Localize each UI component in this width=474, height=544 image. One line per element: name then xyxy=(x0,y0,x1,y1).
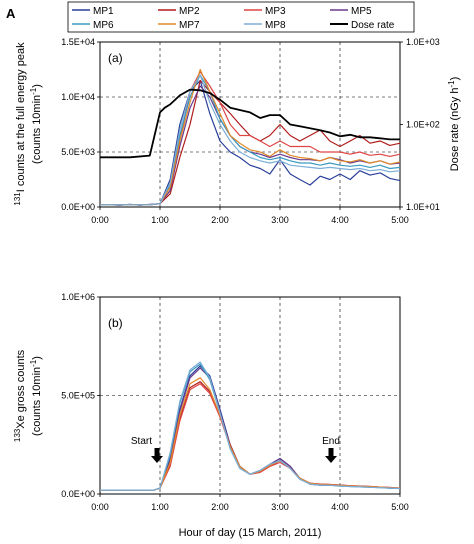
y-tick-label: 5.0E+05 xyxy=(61,391,95,401)
panel-a-y2-ticks: 1.0E+01 1.0E+02 1.0E+03 xyxy=(400,37,440,212)
x-axis-label: Hour of day (15 March, 2011) xyxy=(179,527,322,539)
legend-label: MP7 xyxy=(179,20,200,31)
panel-b-y-ticks: 0.0E+00 5.0E+05 1.0E+06 xyxy=(61,292,100,499)
panel-b-grid xyxy=(100,297,400,494)
legend-label: MP6 xyxy=(93,20,114,31)
panel-a-grid xyxy=(100,42,400,207)
panel-b-series xyxy=(100,361,401,491)
x-tick-label: 5:00 xyxy=(391,215,409,225)
panel-b-y-label-isotope: 133 xyxy=(13,428,22,442)
panel-b-x-ticks: 0:00 1:00 2:00 3:00 4:00 5:00 xyxy=(91,494,409,512)
panel-b: 0:00 1:00 2:00 3:00 4:00 5:00 0.0E+00 5.0E+05 1… xyxy=(13,292,409,512)
legend-label: MP2 xyxy=(179,6,200,17)
series-line-dose-rate xyxy=(100,88,400,159)
y-tick-label: 0.0E+00 xyxy=(61,202,95,212)
panel-a-y2-label-sup: -1 xyxy=(447,80,456,88)
panel-a-y-axis-label: 131I counts at the full energy peak xyxy=(13,42,28,206)
figure-letter: A xyxy=(6,6,16,21)
series-line-mp2 xyxy=(100,79,401,206)
legend-label: MP8 xyxy=(265,20,286,31)
panel-b-y-label-main: Xe gross counts xyxy=(15,349,27,428)
x-tick-label: 0:00 xyxy=(91,215,109,225)
series-line-mp7 xyxy=(100,68,401,206)
y2-tick-label: 1.0E+01 xyxy=(406,202,440,212)
y-tick-label: 5.0E+03 xyxy=(61,147,95,157)
legend: MP1 MP2 MP3 MP5 MP6 MP7 MP8 Dose rate xyxy=(67,1,415,33)
y-tick-label: 1.5E+04 xyxy=(61,37,95,47)
series-line-mp1 xyxy=(100,79,401,206)
annotation-arrow-head xyxy=(325,456,337,463)
annotation-label: End xyxy=(322,436,340,447)
panel-b-y-unit-sup: -1 xyxy=(29,359,38,367)
series-line-mp6 xyxy=(100,363,401,491)
panel-a-series xyxy=(100,68,401,206)
legend-label: Dose rate xyxy=(351,20,395,31)
annotation-arrow-shaft xyxy=(154,448,160,456)
panel-a-y-unit-a: (counts 10min xyxy=(31,95,43,164)
annotation-arrow-head xyxy=(151,456,163,463)
panel-b-y-unit-a: (counts 10min xyxy=(31,367,43,436)
y2-tick-label: 1.0E+02 xyxy=(406,120,440,130)
x-tick-label: 1:00 xyxy=(151,215,169,225)
panel-a-y-unit-b: ) xyxy=(31,84,43,88)
panel-b-annotations: Start End xyxy=(131,436,340,463)
panel-a-frame xyxy=(99,41,401,208)
x-tick-label: 3:00 xyxy=(271,502,289,512)
panel-a-y-ticks: 0.0E+00 5.0E+03 1.0E+04 1.5E+04 xyxy=(61,37,100,212)
panel-a-y-label-isotope: 131 xyxy=(13,192,22,206)
panel-a-y-axis-unit: (counts 10min-1) xyxy=(29,84,44,164)
legend-box xyxy=(67,1,415,33)
x-tick-label: 2:00 xyxy=(211,502,229,512)
panel-b-label: (b) xyxy=(108,316,123,330)
series-line-mp5 xyxy=(100,85,401,206)
y2-tick-label: 1.0E+03 xyxy=(406,37,440,47)
series-line-mp5 xyxy=(100,367,400,491)
x-tick-label: 0:00 xyxy=(91,502,109,512)
series-line-mp1 xyxy=(100,365,400,491)
annotation-label: Start xyxy=(131,436,152,447)
panel-a-y-unit-sup: -1 xyxy=(29,87,38,95)
y-tick-label: 1.0E+04 xyxy=(61,92,95,102)
panel-a-y-label-main: I counts at the full energy peak xyxy=(15,42,27,192)
x-tick-label: 3:00 xyxy=(271,215,289,225)
x-tick-label: 2:00 xyxy=(211,215,229,225)
series-line-mp8 xyxy=(100,74,401,206)
x-tick-label: 5:00 xyxy=(391,502,409,512)
legend-label: MP5 xyxy=(351,6,372,17)
panel-b-y-axis-unit: (counts 10min-1) xyxy=(29,356,44,436)
panel-a-y2-axis-label: Dose rate (nGy h-1) xyxy=(447,77,462,172)
series-line-mp7 xyxy=(100,377,401,491)
panel-b-y-unit-b: ) xyxy=(31,356,43,360)
panel-a-x-ticks: 0:00 1:00 2:00 3:00 4:00 5:00 xyxy=(91,207,409,225)
legend-label: MP1 xyxy=(93,6,114,17)
panel-a-y2-label-main: Dose rate (nGy h xyxy=(449,88,461,172)
panel-b-y-axis-label: 133Xe gross counts xyxy=(13,349,28,442)
panel-a: 0:00 1:00 2:00 3:00 4:00 5:00 0.0E+00 5.0E+03 1… xyxy=(13,37,462,225)
x-tick-label: 1:00 xyxy=(151,502,169,512)
series-line-mp6 xyxy=(100,74,401,206)
y-tick-label: 1.0E+06 xyxy=(61,292,95,302)
annotation-arrow-shaft xyxy=(328,448,334,456)
series-line-mp8 xyxy=(100,361,401,491)
panel-a-y2-label-end: ) xyxy=(449,77,461,81)
x-tick-label: 4:00 xyxy=(331,502,349,512)
y-tick-label: 0.0E+00 xyxy=(61,489,95,499)
x-tick-label: 4:00 xyxy=(331,215,349,225)
panel-a-label: (a) xyxy=(108,51,123,65)
legend-label: MP3 xyxy=(265,6,286,17)
